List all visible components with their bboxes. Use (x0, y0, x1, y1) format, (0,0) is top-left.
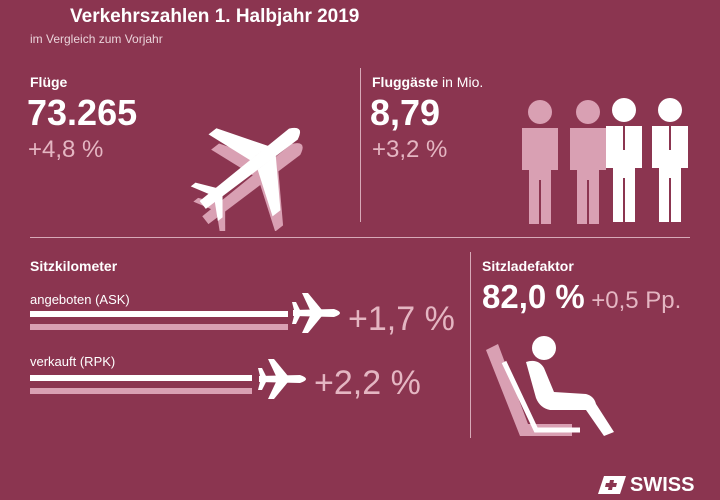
load-factor-row: 82,0 % +0,5 Pp. (482, 278, 681, 316)
passengers-change: +3,2 % (372, 136, 448, 163)
page-subtitle: im Vergleich zum Vorjahr (30, 32, 163, 46)
rpk-bar-previous (30, 388, 252, 394)
seated-passenger-icon (482, 332, 622, 444)
rpk-bar-current (30, 375, 252, 381)
ask-airplane-icon (290, 290, 346, 336)
divider-vertical-bottom (470, 252, 471, 438)
flights-change: +4,8 % (28, 136, 104, 163)
rpk-change: +2,2 % (314, 364, 421, 402)
ask-bar-current (30, 311, 288, 317)
divider-vertical-top (360, 68, 361, 222)
page-title: Verkehrszahlen 1. Halbjahr 2019 (70, 6, 360, 27)
passengers-value: 8,79 (370, 92, 441, 133)
brand-name: SWISS (630, 474, 695, 496)
passengers-label: Fluggäste in Mio. (372, 74, 483, 90)
divider-horizontal (30, 237, 690, 238)
people-icon (518, 98, 698, 224)
flights-value: 73.265 (27, 92, 138, 133)
flights-label: Flüge (30, 74, 68, 90)
airplane-icon (190, 116, 320, 231)
rpk-airplane-icon (256, 356, 312, 402)
passengers-unit: in Mio. (442, 74, 484, 90)
load-factor-value: 82,0 % (482, 278, 585, 315)
ask-label: angeboten (ASK) (30, 292, 130, 307)
load-factor-label: Sitzladefaktor (482, 258, 574, 274)
swiss-cross-logo-icon (598, 476, 626, 494)
ask-bar-previous (30, 324, 288, 330)
passengers-label-text: Fluggäste (372, 74, 439, 90)
load-factor-change: +0,5 Pp. (591, 287, 682, 314)
rpk-label: verkauft (RPK) (30, 354, 116, 369)
seat-km-label: Sitzkilometer (30, 258, 118, 274)
ask-change: +1,7 % (348, 300, 455, 338)
